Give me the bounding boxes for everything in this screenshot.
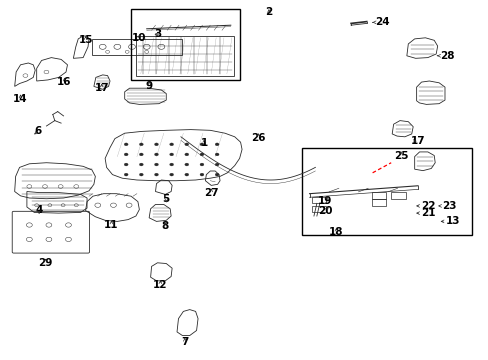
Text: 13: 13	[445, 216, 460, 226]
Circle shape	[154, 163, 158, 166]
Text: 25: 25	[393, 150, 407, 161]
Text: 9: 9	[145, 81, 152, 91]
Circle shape	[154, 173, 158, 176]
Text: 20: 20	[317, 206, 332, 216]
Text: 22: 22	[421, 201, 435, 211]
Text: 6: 6	[35, 126, 41, 136]
Text: 18: 18	[328, 227, 343, 237]
Circle shape	[154, 153, 158, 156]
Circle shape	[124, 173, 128, 176]
Text: 14: 14	[13, 94, 28, 104]
Circle shape	[184, 173, 188, 176]
Circle shape	[184, 153, 188, 156]
Text: 2: 2	[265, 6, 272, 17]
Circle shape	[139, 153, 143, 156]
Text: 17: 17	[94, 83, 109, 93]
Bar	[131, 9, 239, 80]
Circle shape	[215, 163, 219, 166]
Text: 3: 3	[154, 29, 161, 39]
Text: 16: 16	[57, 77, 72, 87]
Text: 11: 11	[104, 220, 119, 230]
Circle shape	[169, 163, 173, 166]
Circle shape	[215, 143, 219, 146]
Circle shape	[124, 143, 128, 146]
Text: 27: 27	[203, 188, 218, 198]
Text: 12: 12	[153, 280, 167, 290]
Text: 7: 7	[181, 337, 188, 347]
Text: 1: 1	[201, 138, 207, 148]
Circle shape	[184, 163, 188, 166]
Circle shape	[200, 163, 203, 166]
Text: 10: 10	[132, 33, 146, 43]
Circle shape	[139, 143, 143, 146]
Text: 15: 15	[78, 35, 93, 45]
Circle shape	[200, 153, 203, 156]
Circle shape	[139, 173, 143, 176]
Text: 19: 19	[317, 195, 332, 206]
Circle shape	[215, 173, 219, 176]
Text: 26: 26	[250, 132, 265, 143]
Circle shape	[184, 143, 188, 146]
Text: 17: 17	[410, 136, 425, 146]
Text: 5: 5	[163, 194, 169, 204]
Bar	[302, 148, 471, 235]
Text: 24: 24	[375, 17, 389, 27]
Text: 8: 8	[162, 221, 168, 231]
Circle shape	[124, 163, 128, 166]
Text: 23: 23	[442, 201, 456, 211]
Circle shape	[169, 173, 173, 176]
Circle shape	[169, 153, 173, 156]
Text: 29: 29	[38, 258, 53, 268]
Circle shape	[200, 173, 203, 176]
Circle shape	[169, 143, 173, 146]
Text: 21: 21	[421, 208, 435, 218]
Text: 4: 4	[35, 204, 43, 215]
Text: 28: 28	[439, 51, 454, 61]
Circle shape	[154, 143, 158, 146]
Circle shape	[124, 153, 128, 156]
Circle shape	[139, 163, 143, 166]
Circle shape	[200, 143, 203, 146]
Circle shape	[215, 153, 219, 156]
